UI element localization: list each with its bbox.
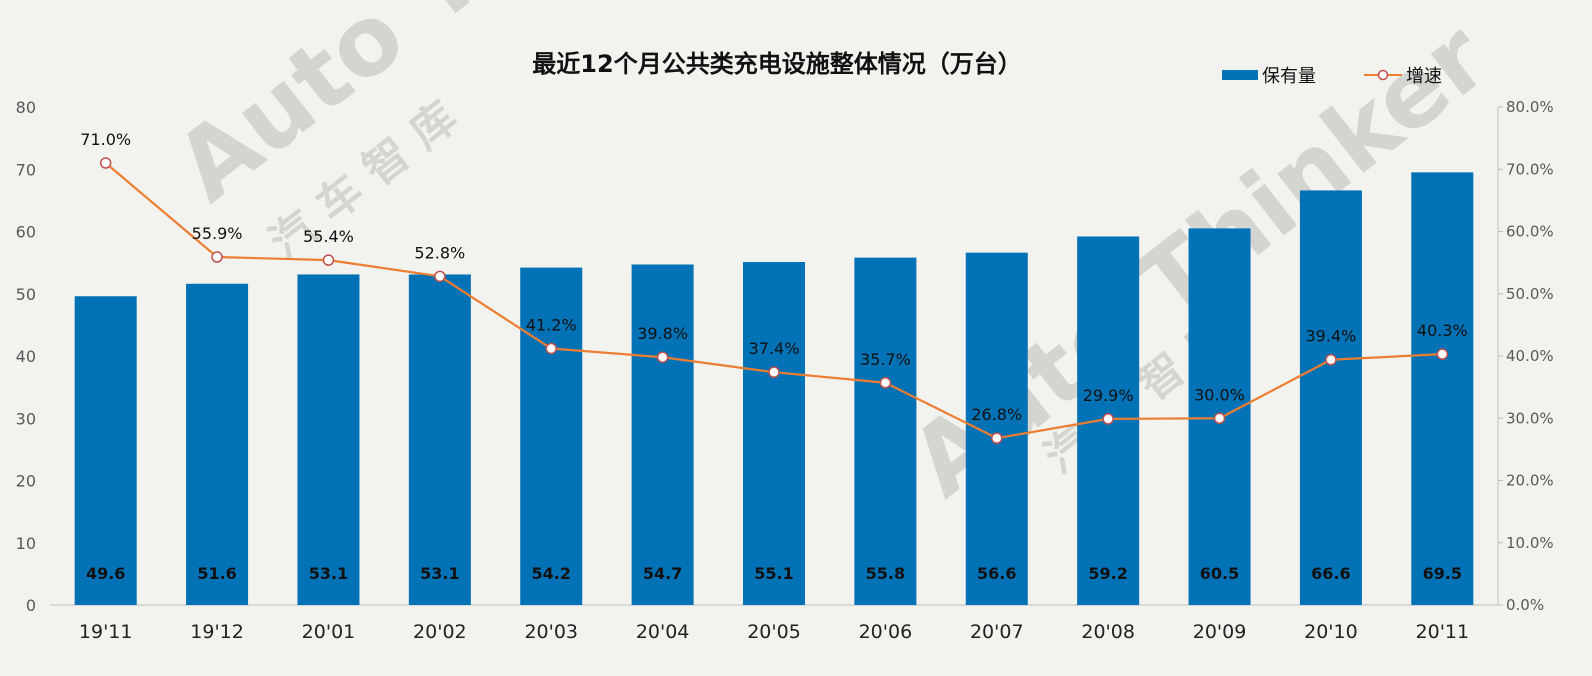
y-right-tick-label: 40.0% (1506, 347, 1554, 365)
x-tick-label: 19'11 (79, 621, 133, 643)
bar-value-label: 69.5 (1423, 564, 1462, 583)
x-tick-label: 20'11 (1416, 621, 1470, 643)
data-labels: 49.6 51.6 53.1 53.1 54.2 54.7 55.1 55.8 56.6 59.2… (80, 130, 1467, 583)
line-value-label: 30.0% (1194, 385, 1245, 404)
line-value-label: 39.4% (1306, 327, 1357, 346)
x-tick-label: 20'10 (1304, 621, 1358, 643)
y-right-tick-label: 30.0% (1506, 409, 1554, 427)
x-tick-label: 20'04 (636, 621, 690, 643)
chart-legend: 保有量 增速 (1222, 66, 1442, 87)
y-right-tick-label: 20.0% (1506, 472, 1554, 490)
line-value-label: 35.7% (860, 350, 911, 369)
line-value-label: 29.9% (1083, 386, 1134, 405)
line-value-label: 52.8% (414, 243, 465, 262)
bar-value-label: 55.8 (866, 564, 905, 583)
legend-line-label: 增速 (1406, 66, 1442, 87)
line-point (1436, 348, 1449, 360)
y-right-tick-label: 0.0% (1506, 596, 1544, 614)
x-tick-label: 20'08 (1081, 621, 1135, 643)
line-point (1325, 353, 1337, 366)
line-value-label: 41.2% (526, 316, 577, 335)
x-tick-label: 20'07 (970, 621, 1024, 643)
y-left-tick-label: 40 (16, 347, 36, 366)
line-point (1102, 413, 1114, 425)
line-value-label: 40.3% (1417, 321, 1468, 340)
y-right-tick-label: 10.0% (1506, 534, 1554, 552)
line-point (434, 270, 446, 283)
bar (408, 274, 471, 605)
line-point (991, 432, 1003, 444)
y-left-tick-label: 70 (16, 160, 36, 179)
line-value-label: 37.4% (749, 339, 800, 358)
y-left-tick-label: 20 (16, 472, 36, 491)
line-value-label: 26.8% (971, 405, 1022, 424)
line-point (322, 254, 335, 266)
y-left-tick-label: 50 (16, 285, 36, 304)
line-point (1213, 412, 1226, 424)
bar-value-label: 51.6 (197, 564, 236, 583)
x-tick-label: 20'05 (747, 621, 801, 643)
bar (854, 257, 917, 605)
line-point (545, 342, 557, 355)
bar (965, 252, 1028, 606)
bar (520, 267, 583, 605)
y-left-tick-label: 60 (16, 223, 36, 242)
chart-axes: 0 10 20 30 40 50 60 70 80 0.0% 10.0% 20.0% 30.0% 40.0… (16, 98, 1554, 643)
bar-value-label: 56.6 (977, 564, 1016, 583)
bar (186, 283, 249, 605)
bar-value-label: 53.1 (309, 564, 348, 583)
line-point (99, 157, 112, 169)
line-value-label: 55.9% (192, 224, 243, 243)
y-right-tick-label: 50.0% (1506, 285, 1554, 303)
bar-value-label: 49.6 (86, 564, 125, 583)
y-right-tick-label: 70.0% (1506, 160, 1554, 178)
legend-bar-label: 保有量 (1262, 66, 1316, 87)
x-tick-label: 20'01 (302, 621, 356, 643)
bar-value-label: 66.6 (1311, 564, 1350, 583)
legend-bar-swatch (1222, 70, 1258, 80)
line-point (768, 366, 780, 378)
x-tick-label: 20'03 (524, 621, 578, 643)
bar-value-label: 59.2 (1088, 564, 1127, 583)
y-left-tick-label: 30 (16, 409, 36, 428)
bar-value-label: 54.2 (531, 564, 570, 583)
y-left-tick-label: 80 (16, 98, 36, 117)
bar (1299, 190, 1362, 606)
y-right-tick-label: 60.0% (1506, 223, 1554, 241)
line-point (211, 251, 223, 263)
y-left-tick-label: 0 (26, 596, 36, 615)
y-left-tick-label: 10 (16, 534, 36, 553)
bar-value-label: 54.7 (643, 564, 682, 583)
bar-value-label: 55.1 (754, 564, 793, 583)
x-tick-label: 20'06 (859, 621, 913, 643)
bar (1411, 172, 1474, 606)
bar (743, 262, 805, 605)
bar-value-label: 53.1 (420, 564, 459, 583)
watermark-logo-text: Auto Thinker (155, 0, 773, 223)
line-value-label: 39.8% (637, 324, 688, 343)
line-value-label: 55.4% (303, 227, 354, 246)
x-tick-label: 20'02 (413, 621, 467, 643)
legend-line-marker (1377, 69, 1389, 81)
bar (631, 264, 694, 605)
line-value-label: 71.0% (80, 130, 131, 149)
bar (74, 296, 137, 605)
line-point (879, 377, 892, 389)
chart-title: 最近12个月公共类充电设施整体情况（万台） (532, 50, 1021, 78)
x-tick-label: 19'12 (190, 621, 244, 643)
y-right-tick-label: 80.0% (1506, 98, 1554, 116)
bar (297, 274, 360, 605)
bar-value-label: 60.5 (1200, 564, 1239, 583)
line-series (99, 157, 1449, 444)
x-tick-label: 20'09 (1193, 621, 1247, 643)
line-point (656, 351, 669, 363)
